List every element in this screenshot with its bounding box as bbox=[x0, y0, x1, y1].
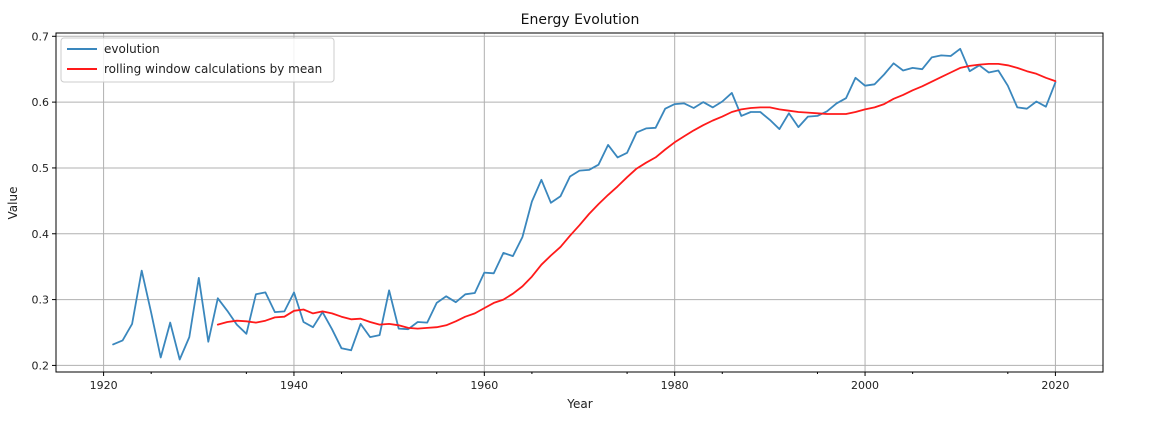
x-tick-label: 2020 bbox=[1041, 379, 1069, 392]
y-tick-label: 0.7 bbox=[32, 30, 50, 43]
x-tick-label: 2000 bbox=[851, 379, 879, 392]
legend-box bbox=[60, 37, 335, 83]
x-tick-label: 1980 bbox=[661, 379, 689, 392]
x-tick-label: 1940 bbox=[280, 379, 308, 392]
grid-lines bbox=[56, 33, 1103, 372]
y-tick-label: 0.5 bbox=[32, 162, 50, 175]
x-tick-label: 1920 bbox=[90, 379, 118, 392]
y-tick-label: 0.4 bbox=[32, 228, 50, 241]
series-line-rolling-mean bbox=[216, 63, 1057, 330]
legend: evolution rolling window calculations by… bbox=[60, 37, 335, 83]
series-group bbox=[112, 47, 1057, 361]
y-axis: 0.2 0.3 0.4 0.5 0.6 0.7 bbox=[32, 30, 56, 372]
series-line-evolution bbox=[112, 47, 1057, 361]
x-tick-label: 1960 bbox=[470, 379, 498, 392]
plot-frame bbox=[55, 32, 1104, 373]
legend-label-evolution: evolution bbox=[104, 42, 160, 56]
legend-label-rolling-mean: rolling window calculations by mean bbox=[104, 62, 322, 76]
chart-title: Energy Evolution bbox=[521, 12, 640, 28]
y-tick-label: 0.2 bbox=[32, 359, 50, 372]
x-axis: 1920 1940 1960 1980 2000 2020 bbox=[90, 372, 1069, 392]
y-tick-label: 0.6 bbox=[32, 96, 50, 109]
y-axis-label: Value bbox=[6, 187, 20, 220]
y-tick-label: 0.3 bbox=[32, 294, 50, 307]
x-axis-label: Year bbox=[566, 397, 592, 411]
